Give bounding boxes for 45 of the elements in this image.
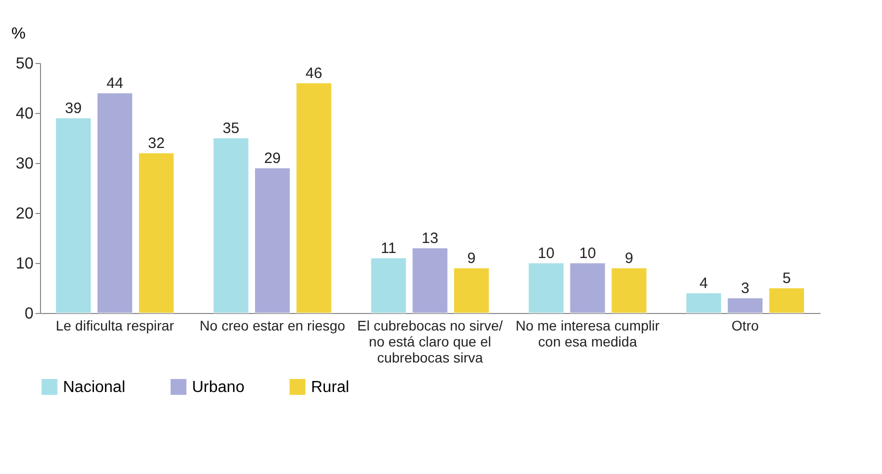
bar [412,248,448,314]
data-label: 9 [467,250,476,267]
legend-label: Rural [311,378,350,396]
data-label: 11 [380,240,396,257]
bar [138,152,174,314]
bar [213,138,249,314]
data-label: 10 [538,245,554,262]
y-axis-title: % [11,26,26,42]
data-label: 13 [422,230,438,247]
data-label: 4 [700,275,708,292]
data-label: 10 [579,245,596,262]
bar [727,298,764,314]
data-label: 39 [65,100,82,117]
data-label: 3 [740,280,750,297]
data-label: 32 [148,135,165,152]
x-tick-label: No me interesa cumplir con esa medida [516,318,660,350]
data-label: 29 [264,150,281,167]
bar [768,288,804,314]
y-tick-label: 20 [16,206,34,222]
legend-label: Nacional [63,378,126,396]
legend-label: Urbano [192,378,245,396]
bar [296,82,332,314]
y-tick-label: 0 [24,306,34,322]
bar [56,118,92,314]
x-tick-label: Le dificulta respirar [56,318,174,334]
y-tick-label: 40 [16,106,34,122]
bar [686,292,722,314]
data-label: 46 [306,65,322,82]
data-label: 35 [222,120,240,137]
y-tick-label: 30 [16,156,34,172]
bar [611,268,647,314]
bar [254,168,290,314]
bar [454,268,490,314]
y-tick-label: 10 [16,256,34,272]
x-tick-label: Otro [732,318,759,334]
bar [570,262,606,314]
x-tick-label: No creo estar en riesgo [200,318,346,334]
bar [96,92,133,314]
y-tick-label: 50 [16,56,34,72]
data-label: 5 [782,270,791,287]
bar [528,262,564,314]
bar [370,258,406,314]
x-tick-label: El cubrebocas no sirve/ no está claro que el cubrebocas sirva [357,318,503,366]
data-label: 44 [106,75,124,92]
data-label: 9 [624,250,634,267]
